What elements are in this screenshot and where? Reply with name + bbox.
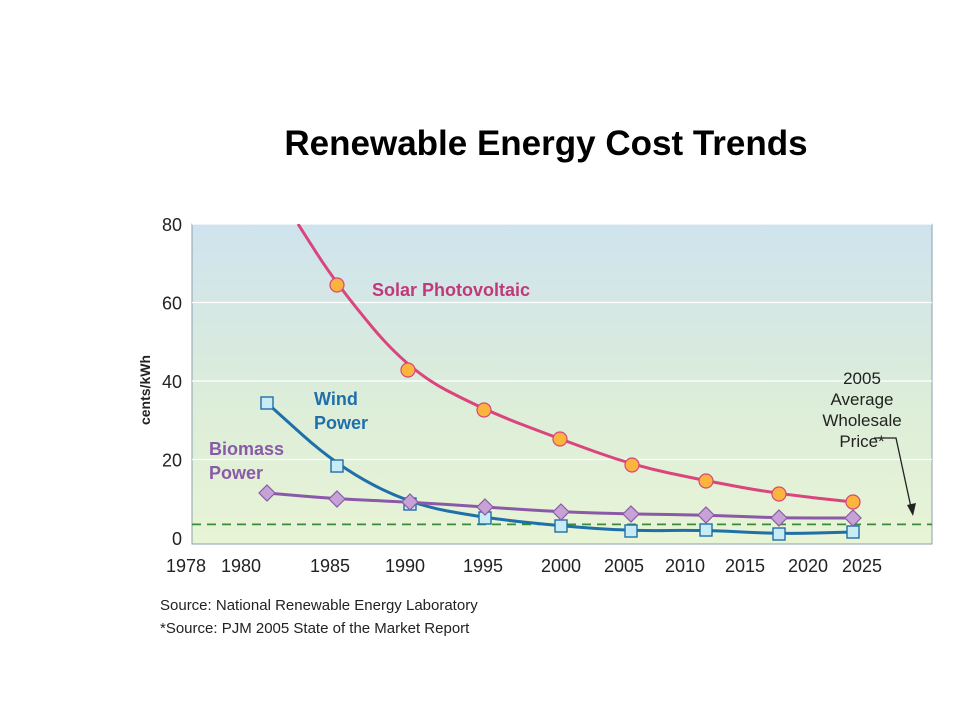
biomass-point xyxy=(552,503,570,521)
reference-line-label: Price* xyxy=(839,432,885,451)
biomass-point xyxy=(328,490,346,508)
x-tick-label: 2020 xyxy=(788,556,828,576)
biomass-point xyxy=(844,509,862,527)
reference-line-label: Average xyxy=(830,390,893,409)
solar-point xyxy=(329,277,345,293)
series-label: Solar Photovoltaic xyxy=(372,280,530,300)
x-tick-label: 1980 xyxy=(221,556,261,576)
series-line-1 xyxy=(296,224,854,504)
grid xyxy=(192,223,932,461)
wind-point xyxy=(624,524,638,538)
y-tick-label: 60 xyxy=(162,294,182,314)
series-label: Biomass xyxy=(209,439,284,459)
biomass-point xyxy=(258,484,276,502)
series-label: Power xyxy=(209,463,263,483)
source-line-2: *Source: PJM 2005 State of the Market Re… xyxy=(160,620,470,637)
x-tick-label: 2025 xyxy=(842,556,882,576)
biomass-point xyxy=(476,498,494,516)
x-tick-label: 1995 xyxy=(463,556,503,576)
series-label: Power xyxy=(314,413,368,433)
series-label: Wind xyxy=(314,389,358,409)
y-axis-label: cents/kWh xyxy=(137,355,153,425)
biomass-point xyxy=(697,506,715,524)
series-labels: Solar Photovoltaic Wind Power Biomass Power xyxy=(209,280,530,483)
wind-point xyxy=(699,523,713,537)
x-axis-ticks: 1978 1980 1985 1990 1995 2000 2005 2010 2015 2020… xyxy=(166,556,882,576)
reference-pointer xyxy=(874,437,913,513)
wind-point xyxy=(260,396,274,410)
biomass-point xyxy=(401,493,419,511)
reference-pointer-arrow xyxy=(907,503,916,516)
solar-point xyxy=(552,431,568,447)
solar-point xyxy=(400,362,416,378)
solar-point xyxy=(624,457,640,473)
wind-point xyxy=(330,459,344,473)
biomass-point xyxy=(770,509,788,527)
reference-line-group: 2005 Average Wholesale Price* xyxy=(192,369,932,526)
wind-point xyxy=(554,519,568,533)
x-tick-label: 2010 xyxy=(665,556,705,576)
wind-point xyxy=(772,527,786,541)
reference-line-label: 2005 xyxy=(843,369,881,388)
wind-point xyxy=(846,525,860,539)
solar-point xyxy=(845,494,861,510)
biomass-point xyxy=(622,505,640,523)
y-tick-label: 20 xyxy=(162,451,182,471)
plot-area xyxy=(191,223,933,545)
x-tick-label: 2000 xyxy=(541,556,581,576)
y-tick-label: 80 xyxy=(162,215,182,235)
reference-line-label: Wholesale xyxy=(822,411,901,430)
x-tick-label: 1990 xyxy=(385,556,425,576)
y-axis-ticks: 0 20 40 60 80 xyxy=(162,215,182,549)
solar-point xyxy=(771,486,787,502)
source-line-1: Source: National Renewable Energy Labora… xyxy=(160,597,478,614)
solar-point xyxy=(698,473,714,489)
x-tick-label: 1985 xyxy=(310,556,350,576)
y-tick-label: 40 xyxy=(162,372,182,392)
x-tick-label: 2005 xyxy=(604,556,644,576)
marker-group xyxy=(258,277,862,541)
x-tick-label: 1978 xyxy=(166,556,206,576)
y-tick-label: 0 xyxy=(172,529,182,549)
chart-title: Renewable Energy Cost Trends xyxy=(284,124,808,163)
solar-point xyxy=(476,402,492,418)
x-tick-label: 2015 xyxy=(725,556,765,576)
